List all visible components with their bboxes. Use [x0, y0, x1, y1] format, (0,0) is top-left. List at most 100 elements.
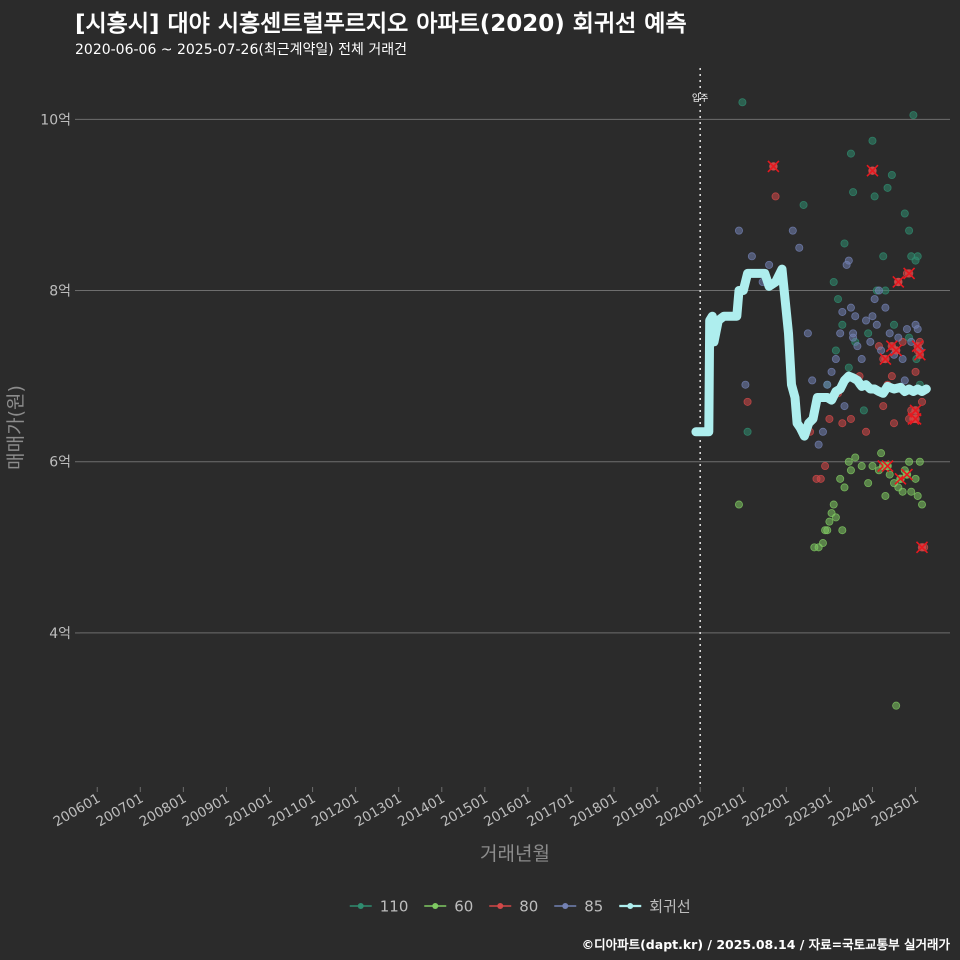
data-point-80: [862, 427, 871, 436]
x-tick-label: 201801: [567, 791, 620, 831]
data-point-60: [881, 491, 890, 500]
x-tick-label: 201001: [223, 791, 276, 831]
x-tick-label: 202401: [826, 791, 879, 831]
data-point-85: [900, 376, 909, 385]
highlight-marker: [915, 541, 929, 554]
data-point-60: [877, 449, 886, 458]
x-tick-label: 202101: [697, 791, 750, 831]
data-point-85: [795, 243, 804, 252]
data-point-110: [838, 320, 847, 329]
legend-key-dot: [432, 903, 439, 909]
data-point-85: [868, 312, 877, 321]
data-point-60: [885, 470, 894, 479]
highlight-x-stroke: [881, 459, 894, 473]
data-point-60: [907, 487, 916, 496]
data-point-85: [838, 307, 847, 316]
data-point-110: [844, 363, 853, 372]
data-point-60: [829, 500, 838, 509]
regression-layer: [691, 264, 931, 441]
x-tick-label: 202301: [783, 791, 836, 831]
data-point-110: [913, 252, 922, 261]
legend-item-110: 110: [349, 898, 409, 916]
data-point-60: [844, 457, 853, 466]
x-tick-label: 201701: [524, 791, 577, 831]
data-point-85: [836, 329, 845, 338]
legend-key-dot: [357, 903, 364, 909]
data-point-85: [823, 380, 832, 389]
highlight-marker: [767, 160, 780, 173]
legend-label: 85: [584, 898, 603, 916]
data-point-60: [864, 479, 873, 488]
data-point-60: [898, 487, 907, 496]
x-tick-label: 200701: [94, 791, 147, 831]
data-point-80: [911, 367, 920, 376]
data-point-85: [894, 333, 903, 342]
data-point-60: [818, 539, 827, 548]
data-point-60: [846, 466, 855, 475]
highlight-marker: [911, 340, 924, 353]
data-point-85: [862, 316, 871, 325]
x-tick-label: 200601: [51, 791, 104, 831]
data-point-85: [788, 226, 797, 235]
data-point-60: [838, 526, 847, 535]
data-point-60: [825, 517, 834, 526]
data-point-110: [870, 192, 879, 201]
data-point-85: [831, 355, 840, 364]
data-point-80: [887, 372, 896, 381]
data-point-110: [738, 98, 747, 107]
x-axis-title: 거래년월: [480, 843, 550, 865]
data-point-110: [834, 295, 843, 304]
data-point-60: [918, 500, 927, 509]
highlight-marker: [879, 352, 892, 366]
data-point-85: [907, 337, 916, 346]
data-point-110: [831, 346, 840, 355]
data-point-60: [913, 491, 922, 500]
data-point-85: [872, 320, 881, 329]
x-tick-label: 201201: [309, 791, 362, 831]
data-point-85: [874, 286, 883, 295]
data-point-110: [905, 226, 914, 235]
data-point-60: [734, 500, 743, 509]
legend-label: 110: [380, 898, 409, 916]
data-point-80: [743, 397, 752, 406]
highlight-x-stroke: [892, 275, 905, 289]
x-tick-label: 201501: [438, 791, 491, 831]
x-tick-label: 202001: [654, 791, 707, 831]
data-point-60: [840, 483, 849, 492]
highlight-x-stroke: [909, 404, 922, 417]
y-tick-label: 6억: [49, 455, 71, 471]
data-point-60: [857, 462, 866, 471]
highlight-x-stroke: [900, 468, 913, 481]
highlight-x-stroke: [866, 164, 879, 177]
data-point-80: [771, 192, 780, 201]
data-point-80: [918, 397, 927, 406]
data-point-85: [898, 355, 907, 364]
legend-layer: 110 60 80 85 회귀선: [349, 898, 691, 916]
data-point-60: [831, 513, 840, 522]
highlight-x-stroke: [913, 348, 926, 361]
data-point-60: [836, 474, 845, 483]
highlight-x-stroke: [767, 160, 780, 173]
legend-label: 60: [454, 898, 473, 916]
data-point-110: [864, 329, 873, 338]
highlight-marker: [909, 412, 922, 426]
chart-subtitle: 2020-06-06 ~ 2025-07-26(최근계약일) 전체 거래건: [75, 42, 407, 58]
data-point-85: [885, 329, 894, 338]
highlight-marker: [903, 267, 916, 280]
data-point-85: [849, 333, 858, 342]
data-point-110: [799, 200, 808, 209]
axis-layer: 4억6억8억10억2006012007012008012009012010012…: [5, 112, 922, 865]
data-point-60: [823, 526, 832, 535]
data-point-85: [765, 260, 774, 269]
data-point-85: [853, 342, 862, 351]
legend-label: 회귀선: [649, 898, 690, 916]
data-point-60: [851, 453, 860, 462]
data-point-110: [840, 239, 849, 248]
x-tick-label: 201401: [395, 791, 448, 831]
data-point-60: [905, 457, 914, 466]
data-point-60: [892, 701, 901, 710]
data-point-85: [741, 380, 750, 389]
y-tick-label: 10억: [40, 112, 71, 128]
data-point-80: [890, 419, 899, 428]
